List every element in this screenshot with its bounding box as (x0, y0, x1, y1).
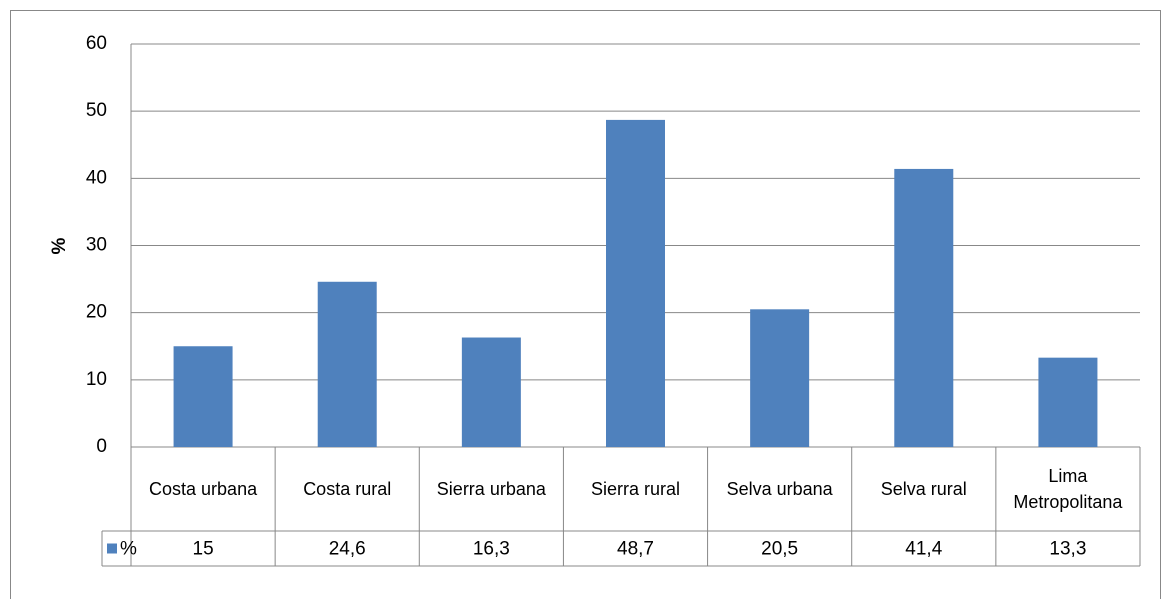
legend-label: % (120, 539, 137, 560)
bar (1038, 357, 1098, 447)
data-table-value: 48,7 (617, 539, 654, 560)
data-table-value: 20,5 (761, 539, 798, 560)
bar (317, 281, 377, 447)
bar (173, 346, 233, 447)
x-tick-label: Lima Metropolitana (1013, 466, 1123, 512)
y-tick-label: 50 (86, 100, 107, 121)
bar (461, 337, 521, 447)
x-tick-label: Costa rural (303, 479, 392, 499)
x-tick-label: Selva rural (880, 479, 967, 499)
bar (750, 309, 810, 447)
chart-border (10, 10, 1161, 599)
bar (606, 119, 665, 448)
y-tick-label: 30 (86, 235, 107, 256)
x-tick-label: Selva urbana (726, 479, 833, 499)
x-tick-label: Costa urbana (149, 479, 258, 499)
y-tick-label: 20 (86, 302, 107, 323)
y-tick-label: 0 (96, 436, 107, 457)
legend-swatch (107, 543, 117, 554)
y-axis-title: % (49, 237, 70, 254)
data-table-value: 13,3 (1049, 539, 1086, 560)
bar (894, 168, 954, 447)
x-tick-label: Sierra rural (590, 479, 681, 499)
data-table-value: 41,4 (905, 539, 942, 560)
data-table-value: 24,6 (329, 539, 366, 560)
data-table-value: 16,3 (473, 539, 510, 560)
y-tick-label: 40 (86, 167, 107, 188)
y-tick-label: 60 (86, 33, 107, 54)
y-tick-label: 10 (86, 369, 107, 390)
x-tick-label: Sierra urbana (436, 479, 546, 499)
data-table-value: 15 (193, 539, 214, 560)
